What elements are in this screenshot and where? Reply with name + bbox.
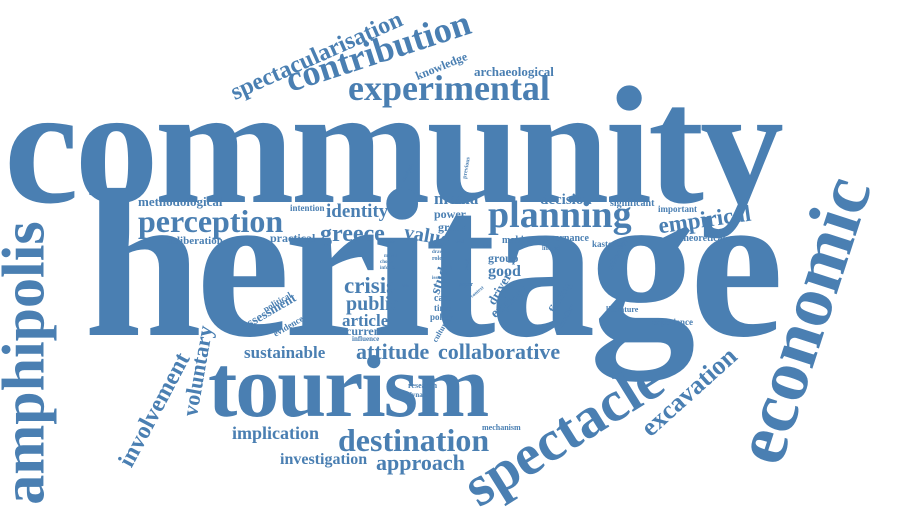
word-inform: inform [380, 266, 395, 271]
word-lead: lead [482, 244, 491, 249]
word-base: base [386, 240, 396, 245]
word-collaborative: collaborative [438, 339, 561, 364]
word-approach: approach [376, 450, 465, 475]
word-crisis: crisis [344, 273, 396, 298]
word-investigation: investigation [280, 451, 368, 468]
word-dynamic: dynamic [408, 391, 434, 399]
word-group: group [488, 251, 519, 265]
word-tourism: tourism [208, 339, 489, 436]
word-important: important [658, 204, 697, 214]
word-kastoria: kastoria [592, 239, 624, 249]
word-heritage: heritage [84, 146, 784, 381]
word-article: article [342, 311, 389, 330]
word-archaeological: archaeological [474, 64, 554, 79]
word-intention: intention [290, 203, 325, 213]
word-moral: moral [384, 254, 397, 259]
word-theoretical: theoretical [680, 233, 726, 244]
word-greece: greece [320, 221, 385, 247]
word-policy: policy [430, 312, 454, 322]
word-power: power [434, 207, 466, 221]
word-planning: planning [488, 194, 632, 236]
word-sustainable: sustainable [244, 343, 326, 362]
word-destination: destination [338, 422, 490, 458]
word-experimental: experimental [348, 68, 550, 108]
word-good: good [488, 263, 521, 280]
word-making: making [502, 235, 535, 246]
word-amphipolis: amphipolis [0, 221, 57, 505]
word-experience: experience [652, 317, 693, 327]
word-influence: influence [352, 335, 380, 343]
word-paper: paper [458, 282, 473, 288]
word-current: current [346, 324, 385, 338]
word-greek: greek [438, 220, 467, 234]
word-research: research [408, 381, 438, 390]
word-perception: perception [138, 203, 284, 239]
word-identity: identity [326, 201, 389, 222]
word-role: role [432, 256, 442, 262]
word-time: time [434, 303, 451, 313]
word-public: public [346, 293, 400, 315]
word-deliberation: deliberation [166, 235, 223, 247]
word-level: level [348, 380, 358, 385]
word-decision: decision [540, 192, 592, 208]
word-community: community [4, 53, 784, 239]
word-attitude: attitude [356, 339, 430, 364]
word-literature: literature [606, 305, 639, 314]
word-choice: choice [380, 260, 394, 265]
word-media: media [434, 189, 479, 208]
word-case: case [434, 293, 452, 304]
word-methodological: methodological [138, 194, 223, 209]
word-governance: governance [540, 233, 589, 244]
word-draw: draw [432, 250, 444, 255]
word-practical: practical [270, 231, 316, 245]
word-implication: implication [232, 423, 320, 443]
word-mechanism: mechanism [482, 423, 521, 432]
word-self: self [402, 284, 410, 289]
word-more: more [432, 244, 444, 249]
word-limited: limited [542, 246, 560, 252]
word-need: need [454, 240, 464, 245]
word-significant: significant [610, 198, 655, 209]
word-issue: issue [432, 276, 443, 281]
